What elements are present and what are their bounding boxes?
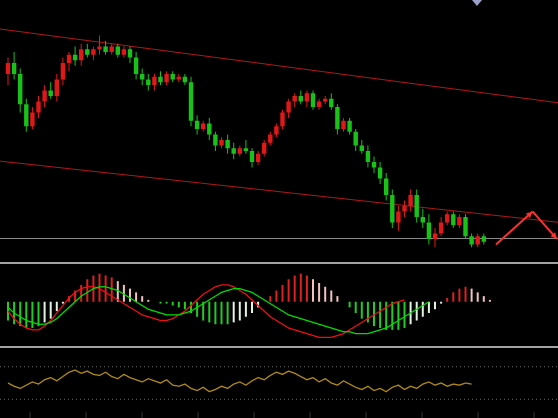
- candle-body: [11, 63, 17, 74]
- candle-body: [323, 98, 328, 102]
- upper-channel-line: [0, 28, 558, 104]
- candle-body: [304, 93, 310, 102]
- candle-body: [85, 49, 90, 55]
- candle-body: [201, 123, 206, 129]
- candle-body: [30, 112, 35, 127]
- candle-body: [121, 49, 127, 55]
- candle-body: [194, 120, 200, 129]
- candle-body: [54, 79, 59, 96]
- candle-body: [457, 217, 462, 226]
- candle-body: [353, 131, 358, 146]
- lower-channel-line: [0, 160, 558, 223]
- candle-body: [329, 98, 334, 107]
- candle-body: [426, 222, 432, 239]
- candle-body: [170, 74, 175, 80]
- candle-body: [438, 222, 444, 234]
- candle-body: [316, 101, 322, 107]
- candle-body: [481, 236, 486, 242]
- candle-body: [359, 145, 364, 151]
- candle-body: [432, 233, 438, 239]
- candle-body: [414, 195, 419, 217]
- candle-body: [133, 57, 139, 74]
- candle-body: [188, 82, 194, 121]
- candle-body: [237, 148, 242, 154]
- candle-body: [164, 74, 169, 83]
- candle-body: [146, 79, 151, 85]
- candle-body: [213, 134, 218, 146]
- candle-body: [219, 140, 224, 146]
- candle-body: [103, 46, 108, 52]
- candle-body: [18, 74, 23, 105]
- candle-body: [341, 120, 346, 129]
- price-panel: [0, 28, 558, 248]
- candle-body: [268, 134, 273, 143]
- projection-arrowhead-icon: [550, 232, 557, 239]
- candle-body: [310, 93, 316, 107]
- candle-body: [24, 104, 29, 127]
- candle-body: [207, 123, 212, 135]
- candle-body: [42, 90, 47, 102]
- projection-arrow: [495, 210, 534, 246]
- candle-body: [79, 49, 84, 61]
- candle-body: [36, 101, 41, 113]
- candle-body: [371, 162, 377, 168]
- candle-body: [402, 206, 407, 212]
- candle-body: [335, 107, 340, 129]
- candle-body: [158, 76, 163, 83]
- candle-body: [97, 46, 102, 50]
- projection-arrowhead-icon: [525, 211, 533, 218]
- candle-body: [115, 46, 120, 55]
- candle-body: [91, 49, 96, 55]
- candle-body: [469, 236, 474, 245]
- candle-body: [60, 63, 66, 80]
- candle-body: [463, 217, 468, 237]
- candle-body: [377, 167, 383, 179]
- candle-body: [286, 101, 291, 113]
- macd-red-line: [7, 284, 405, 339]
- oscillator-panel: [0, 366, 558, 418]
- scroll-marker-icon[interactable]: [472, 0, 482, 6]
- candle-body: [280, 112, 285, 127]
- candle-body: [274, 126, 279, 135]
- candle-body: [292, 96, 297, 102]
- candle-body: [152, 76, 157, 85]
- macd-panel: [7, 273, 491, 339]
- candle-body: [127, 49, 133, 58]
- candle-body: [176, 76, 181, 80]
- candle-body: [182, 76, 188, 83]
- candle-body: [109, 46, 114, 52]
- candle-body: [72, 54, 78, 61]
- candle-body: [365, 151, 371, 162]
- candle-body: [420, 217, 425, 223]
- candle-body: [5, 63, 11, 74]
- candle-body: [231, 148, 236, 154]
- candle-body: [390, 195, 395, 223]
- candle-body: [140, 74, 145, 80]
- candle-body: [66, 54, 72, 63]
- candle-body: [262, 142, 267, 154]
- candle-body: [475, 236, 480, 245]
- candle-body: [445, 214, 450, 223]
- candle-body: [298, 96, 303, 102]
- candle-body: [451, 214, 456, 226]
- macd-green-line: [7, 286, 430, 335]
- candle-body: [408, 195, 413, 206]
- candle-body: [243, 148, 249, 151]
- candle-body: [396, 211, 401, 223]
- candle-body: [347, 120, 352, 132]
- candle-body: [48, 90, 53, 96]
- candle-body: [225, 140, 230, 149]
- oscillator-line: [7, 369, 472, 393]
- candle-body: [249, 151, 255, 162]
- candle-body: [255, 153, 261, 162]
- candle-body: [384, 178, 389, 195]
